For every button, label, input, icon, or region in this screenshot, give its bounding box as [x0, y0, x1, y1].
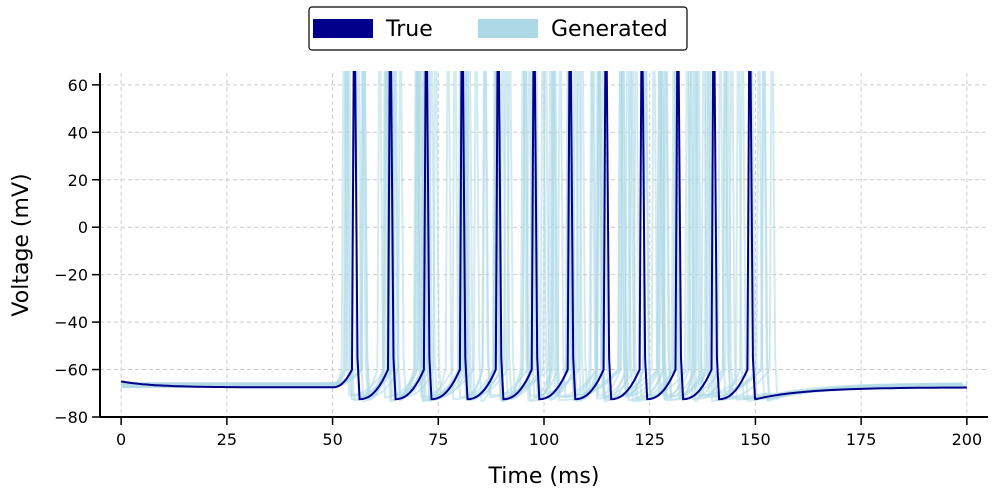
y-tick-label: −40: [54, 313, 88, 332]
legend-label-generated: Generated: [551, 17, 668, 42]
y-tick-label: 20: [68, 171, 88, 190]
y-tick-label: 40: [68, 123, 88, 142]
true-trace-group: [120, 71, 967, 401]
x-tick-label: 125: [634, 430, 665, 449]
true-trace-line: [120, 71, 967, 401]
x-tick-label: 150: [740, 430, 771, 449]
y-tick-label: −80: [54, 408, 88, 427]
x-ticks: 0 25 50 75 100 125 150 175 200: [116, 417, 982, 449]
x-tick-label: 0: [116, 430, 126, 449]
y-tick-label: −60: [54, 361, 88, 380]
y-tick-label: −20: [54, 266, 88, 285]
x-tick-label: 100: [529, 430, 560, 449]
x-tick-label: 75: [428, 430, 448, 449]
y-tick-label: 60: [68, 76, 88, 95]
generated-traces: [121, 71, 967, 403]
x-axis-label: Time (ms): [488, 464, 600, 489]
x-tick-label: 50: [322, 430, 342, 449]
y-ticks: −80 −60 −40 −20 0 20 40 60: [54, 76, 100, 427]
legend: True Generated: [308, 6, 688, 51]
x-tick-label: 25: [217, 430, 237, 449]
legend-label-true: True: [385, 17, 433, 42]
generated-trace-line: [121, 71, 963, 400]
legend-swatch-generated: [478, 19, 538, 38]
x-tick-label: 175: [846, 430, 877, 449]
y-axis-label: Voltage (mV): [9, 173, 34, 316]
x-tick-label: 200: [952, 430, 983, 449]
y-tick-label: 0: [78, 218, 88, 237]
legend-swatch-true: [313, 19, 373, 38]
